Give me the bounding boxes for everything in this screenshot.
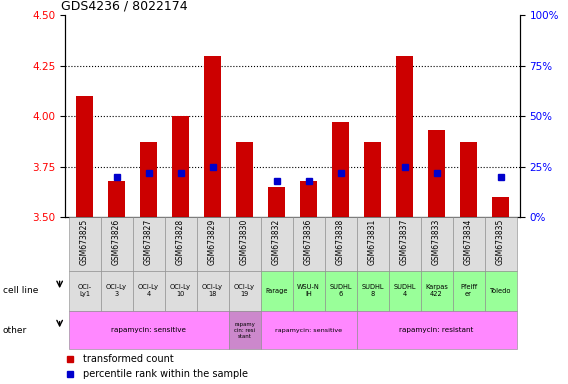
FancyBboxPatch shape <box>197 271 228 311</box>
Text: GSM673827: GSM673827 <box>144 218 153 265</box>
Text: percentile rank within the sample: percentile rank within the sample <box>83 369 248 379</box>
Text: other: other <box>3 326 27 335</box>
Text: GSM673828: GSM673828 <box>176 218 185 265</box>
FancyBboxPatch shape <box>165 271 197 311</box>
FancyBboxPatch shape <box>293 271 324 311</box>
Bar <box>236 142 253 217</box>
FancyBboxPatch shape <box>485 217 516 271</box>
FancyBboxPatch shape <box>357 271 389 311</box>
FancyBboxPatch shape <box>69 311 228 349</box>
Bar <box>140 142 157 217</box>
Bar <box>428 130 445 217</box>
Text: GSM673836: GSM673836 <box>304 218 313 265</box>
FancyBboxPatch shape <box>389 217 420 271</box>
Text: GSM673835: GSM673835 <box>496 218 505 265</box>
Text: OCI-Ly
4: OCI-Ly 4 <box>138 285 159 297</box>
FancyBboxPatch shape <box>420 217 453 271</box>
FancyBboxPatch shape <box>324 217 357 271</box>
FancyBboxPatch shape <box>165 217 197 271</box>
FancyBboxPatch shape <box>69 271 101 311</box>
Text: rapamycin: sensitive: rapamycin: sensitive <box>275 328 342 333</box>
FancyBboxPatch shape <box>101 271 132 311</box>
FancyBboxPatch shape <box>293 217 324 271</box>
FancyBboxPatch shape <box>228 217 261 271</box>
Text: SUDHL
8: SUDHL 8 <box>361 285 384 297</box>
FancyBboxPatch shape <box>132 217 165 271</box>
Text: OCI-Ly
3: OCI-Ly 3 <box>106 285 127 297</box>
Text: OCI-Ly
19: OCI-Ly 19 <box>234 285 255 297</box>
FancyBboxPatch shape <box>420 271 453 311</box>
Text: GSM673831: GSM673831 <box>368 218 377 265</box>
Text: GSM673834: GSM673834 <box>464 218 473 265</box>
Text: Farage: Farage <box>265 288 288 294</box>
Text: OCI-Ly
10: OCI-Ly 10 <box>170 285 191 297</box>
Text: Toledo: Toledo <box>490 288 511 294</box>
FancyBboxPatch shape <box>357 311 516 349</box>
Bar <box>396 56 414 217</box>
Text: rapamy
cin: resi
stant: rapamy cin: resi stant <box>234 322 255 339</box>
Text: GSM673830: GSM673830 <box>240 218 249 265</box>
Text: GSM673833: GSM673833 <box>432 218 441 265</box>
Text: WSU-N
IH: WSU-N IH <box>297 285 320 297</box>
FancyBboxPatch shape <box>485 271 516 311</box>
Bar <box>108 181 126 217</box>
Text: Karpas
422: Karpas 422 <box>425 285 448 297</box>
Bar <box>460 142 477 217</box>
FancyBboxPatch shape <box>453 217 485 271</box>
Bar <box>492 197 509 217</box>
FancyBboxPatch shape <box>228 311 261 349</box>
Text: Pfeiff
er: Pfeiff er <box>460 285 477 297</box>
FancyBboxPatch shape <box>389 271 420 311</box>
Bar <box>300 181 318 217</box>
FancyBboxPatch shape <box>69 217 101 271</box>
FancyBboxPatch shape <box>132 271 165 311</box>
Text: rapamycin: resistant: rapamycin: resistant <box>399 327 474 333</box>
Text: GSM673825: GSM673825 <box>80 218 89 265</box>
FancyBboxPatch shape <box>261 217 293 271</box>
FancyBboxPatch shape <box>453 271 485 311</box>
Text: transformed count: transformed count <box>83 354 174 364</box>
Text: GSM673838: GSM673838 <box>336 218 345 265</box>
Text: rapamycin: sensitive: rapamycin: sensitive <box>111 327 186 333</box>
FancyBboxPatch shape <box>197 217 228 271</box>
FancyBboxPatch shape <box>324 271 357 311</box>
Text: GSM673837: GSM673837 <box>400 218 409 265</box>
Bar <box>332 122 349 217</box>
Text: cell line: cell line <box>3 286 38 295</box>
FancyBboxPatch shape <box>101 217 132 271</box>
Text: GSM673826: GSM673826 <box>112 218 121 265</box>
Bar <box>268 187 285 217</box>
FancyBboxPatch shape <box>261 311 357 349</box>
Text: SUDHL
6: SUDHL 6 <box>329 285 352 297</box>
Text: GSM673832: GSM673832 <box>272 218 281 265</box>
FancyBboxPatch shape <box>261 271 293 311</box>
Text: OCI-
Ly1: OCI- Ly1 <box>77 285 91 297</box>
Text: GDS4236 / 8022174: GDS4236 / 8022174 <box>61 0 187 13</box>
Bar <box>76 96 93 217</box>
Text: SUDHL
4: SUDHL 4 <box>393 285 416 297</box>
Text: OCI-Ly
18: OCI-Ly 18 <box>202 285 223 297</box>
Text: GSM673829: GSM673829 <box>208 218 217 265</box>
Bar <box>364 142 381 217</box>
Bar <box>172 116 189 217</box>
FancyBboxPatch shape <box>228 271 261 311</box>
FancyBboxPatch shape <box>357 217 389 271</box>
Bar <box>204 56 222 217</box>
